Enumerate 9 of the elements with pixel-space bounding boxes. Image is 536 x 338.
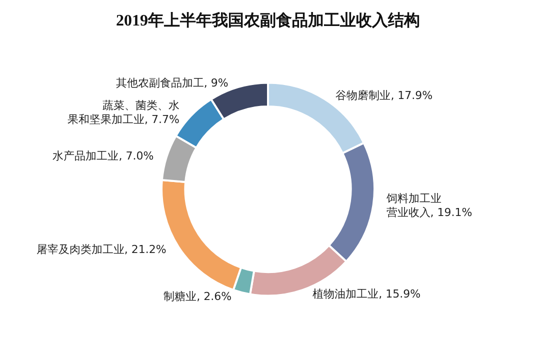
slice-label: 蔬菜、菌类、水果和坚果加工业, 7.7% — [67, 99, 180, 126]
slice-label: 制糖业, 2.6% — [164, 290, 232, 303]
slice-label: 水产品加工业, 7.0% — [52, 149, 154, 162]
slice-label: 其他农副食品加工, 9% — [116, 76, 228, 90]
slice-label: 谷物磨制业, 17.9% — [336, 89, 433, 102]
slice-label: 植物油加工业, 15.9% — [312, 287, 421, 300]
chart-title: 2019年上半年我国农副食品加工业收入结构 — [116, 12, 420, 30]
slice-label: 屠宰及肉类加工业, 21.2% — [36, 242, 166, 256]
slice-label: 饲料加工业营业收入, 19.1% — [385, 192, 472, 219]
